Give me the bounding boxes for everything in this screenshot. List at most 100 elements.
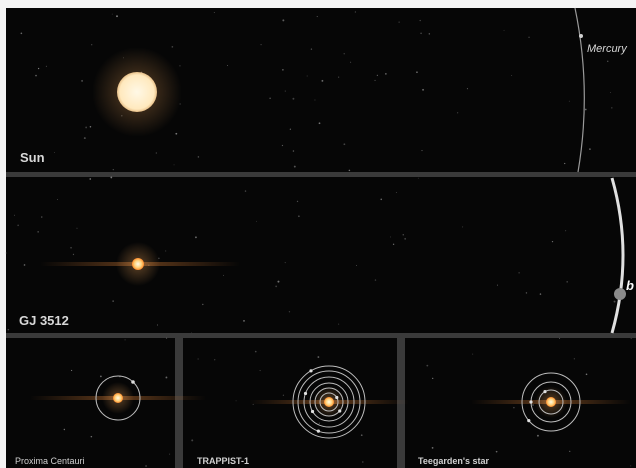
star-dot xyxy=(537,435,539,437)
star-dot xyxy=(269,97,271,99)
star-dot xyxy=(214,12,215,13)
planet xyxy=(317,430,320,433)
star-dot xyxy=(390,236,391,237)
star-dot xyxy=(631,338,632,339)
star-dot xyxy=(586,373,588,375)
star-dot xyxy=(398,22,399,23)
star-dot xyxy=(393,244,394,245)
star-dot xyxy=(255,351,257,353)
gj3512-panel xyxy=(6,177,636,333)
star-dot xyxy=(116,15,118,17)
star-dot xyxy=(350,62,351,63)
star-dot xyxy=(380,199,382,201)
star-dot xyxy=(17,225,19,227)
star-dot xyxy=(112,300,113,301)
star-dot xyxy=(256,221,257,222)
star-dot xyxy=(260,370,261,371)
star-dot xyxy=(41,216,42,217)
star-dot xyxy=(91,436,92,437)
star-dot xyxy=(294,166,296,168)
star-dot xyxy=(319,122,321,124)
star-dot xyxy=(307,76,308,77)
star-dot xyxy=(574,358,575,359)
proxima-panel xyxy=(6,338,175,468)
star-dot xyxy=(81,80,83,82)
planet-b xyxy=(614,288,626,300)
star xyxy=(546,397,556,407)
star-dot xyxy=(497,285,498,286)
planet-label: b xyxy=(626,278,634,293)
star-dot xyxy=(292,98,294,100)
star-dot xyxy=(112,14,113,15)
star-dot xyxy=(377,75,378,76)
star-dot xyxy=(175,133,177,135)
planet xyxy=(529,400,532,403)
star-dot xyxy=(169,454,170,455)
planet xyxy=(543,390,546,393)
star-dot xyxy=(110,177,112,179)
star-dot xyxy=(191,332,192,333)
star-dot xyxy=(260,44,261,45)
star-dot xyxy=(275,285,277,287)
star-dot xyxy=(84,137,86,139)
star-dot xyxy=(38,231,39,232)
star-dot xyxy=(165,251,166,252)
star-dot xyxy=(314,100,315,101)
planet xyxy=(338,409,341,412)
star-dot xyxy=(429,33,430,34)
star-dot xyxy=(630,465,631,466)
star-dot xyxy=(467,88,468,89)
star-dot xyxy=(589,148,591,150)
star-dot xyxy=(532,404,534,406)
star-dot xyxy=(343,143,345,145)
star-dot xyxy=(14,215,15,216)
gj3512-star xyxy=(132,258,144,270)
star-dot xyxy=(223,275,224,276)
star-dot xyxy=(5,252,6,253)
star-dot xyxy=(585,109,587,111)
star-dot xyxy=(285,262,286,263)
star xyxy=(324,397,334,407)
star-dot xyxy=(375,80,376,81)
star-dot xyxy=(290,129,291,130)
star-dot xyxy=(540,293,541,294)
planet xyxy=(131,380,135,384)
star-dot xyxy=(198,359,199,360)
star-dot xyxy=(607,61,608,62)
star-dot xyxy=(214,359,215,360)
sun xyxy=(117,72,157,112)
star-dot xyxy=(338,77,339,78)
planet xyxy=(311,410,314,413)
star-dot xyxy=(504,30,505,31)
star-dot xyxy=(89,178,91,180)
star-dot xyxy=(283,395,284,396)
star-dot xyxy=(71,370,72,371)
proxima-star xyxy=(113,393,123,403)
star-dot xyxy=(166,338,167,339)
planet xyxy=(309,369,312,372)
star-dot xyxy=(8,329,10,331)
star-dot xyxy=(145,465,147,467)
star-dot xyxy=(227,65,228,66)
star-dot xyxy=(564,163,565,164)
star-dot xyxy=(432,447,434,449)
star-dot xyxy=(472,354,473,355)
star-dot xyxy=(198,156,200,158)
planet-label: Mercury xyxy=(587,43,628,55)
star-dot xyxy=(282,19,284,21)
star-dot xyxy=(528,37,529,38)
star-dot xyxy=(385,73,387,75)
star-dot xyxy=(569,101,570,102)
star-dot xyxy=(100,376,102,378)
star-dot xyxy=(418,178,419,179)
star-dot xyxy=(297,201,298,202)
star-dot xyxy=(403,234,404,235)
star-dot xyxy=(236,400,237,401)
star-dot xyxy=(404,238,406,240)
star-dot xyxy=(513,407,515,409)
star-dot xyxy=(282,145,283,146)
scene: Mercury Sun b GJ 3512 Proxima Centauri T… xyxy=(0,0,636,468)
star-dot xyxy=(38,68,39,69)
star-dot xyxy=(420,32,422,34)
star-dot xyxy=(245,190,246,191)
